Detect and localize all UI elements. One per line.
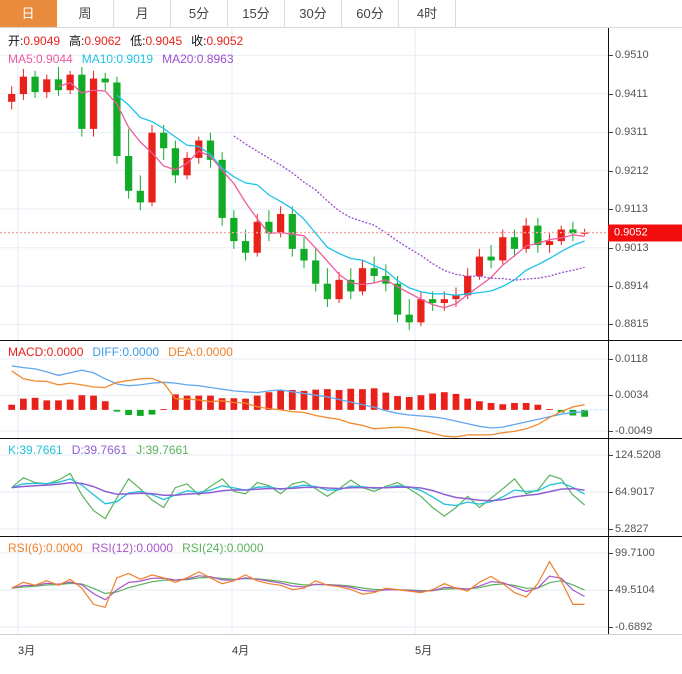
price-panel: 开:0.9049 高:0.9062 低:0.9045 收:0.9052 MA5:0.9…: [0, 28, 682, 340]
axis-label: 0.9013: [615, 241, 649, 254]
axis-tick: [609, 590, 613, 591]
tab-2[interactable]: 月: [114, 0, 171, 27]
axis-label: 0.9510: [615, 49, 649, 62]
price-plot[interactable]: [0, 28, 608, 340]
axis-label: 0.9113: [615, 202, 648, 215]
axis-tick: [609, 132, 613, 134]
tab-5[interactable]: 30分: [285, 0, 342, 27]
timeframe-tabbar[interactable]: 日周月 5分 15分 30分 60分 4时: [0, 0, 682, 28]
axis-label: 0.8815: [615, 318, 649, 331]
axis-label: -0.6892: [615, 621, 653, 633]
axis-tick: [609, 395, 613, 397]
tab-6[interactable]: 60分: [342, 0, 399, 27]
axis-label: 0.9311: [615, 126, 648, 139]
axis-label: 0.0118: [615, 353, 648, 365]
axis-tick: [609, 286, 613, 287]
tab-3[interactable]: 5分: [171, 0, 228, 27]
axis-tick: [609, 55, 613, 57]
tab-active-0[interactable]: 日: [0, 0, 57, 27]
kdj-plot[interactable]: [0, 439, 608, 536]
axis-tick: [609, 324, 613, 326]
axis-tick: [609, 247, 613, 249]
axis-label: 124.5208: [615, 449, 661, 461]
tab-7[interactable]: 4时: [399, 0, 456, 27]
tab-1[interactable]: 周: [57, 0, 114, 27]
price-axis: 0.9510 0.9411 0.9311 0.9212 0.9113 0.9013 0.89…: [608, 28, 682, 340]
axis-tick: [609, 208, 613, 210]
date-tick: 3月: [18, 645, 36, 657]
axis-label: 0.9411: [615, 87, 648, 100]
axis-tick: [609, 529, 613, 530]
axis-label: 99.7100: [615, 547, 655, 559]
rsi-panel: RSI(6):0.0000 RSI(12):0.0000 RSI(24):0.000…: [0, 536, 682, 634]
kdj-panel: K:39.7661 D:39.7661 J:39.7661 124.5208 64.9…: [0, 438, 682, 536]
date-tick: 4月: [232, 645, 250, 657]
axis-label: 49.5104: [615, 584, 655, 596]
axis-label: 5.2827: [615, 523, 649, 535]
rsi-plot[interactable]: [0, 537, 608, 634]
current-price-tag: 0.9052: [608, 224, 682, 242]
axis-tick: [609, 359, 613, 360]
axis-label: 0.9212: [615, 164, 649, 177]
axis-tick: [609, 553, 613, 554]
macd-axis: 0.0118 0.0034 -0.0049: [608, 341, 682, 438]
macd-plot[interactable]: [0, 341, 608, 438]
axis-tick: [609, 455, 613, 456]
macd-panel: MACD:0.0000 DIFF:0.0000 DEA:0.0000 0.0118 0…: [0, 340, 682, 438]
date-tick: 5月: [415, 645, 433, 657]
axis-label: 0.0034: [615, 389, 649, 402]
tab-4[interactable]: 15分: [228, 0, 285, 27]
date-axis: 3月 4月 5月: [0, 634, 682, 664]
tabbar-filler: [456, 0, 682, 27]
axis-tick: [609, 431, 613, 432]
axis-tick: [609, 170, 613, 172]
axis-label: 0.8914: [615, 280, 649, 292]
axis-label: 64.9017: [615, 486, 655, 498]
axis-tick: [609, 93, 613, 95]
axis-label: -0.0049: [615, 425, 653, 437]
kdj-axis: 124.5208 64.9017 5.2827: [608, 439, 682, 536]
rsi-axis: 99.7100 49.5104 -0.6892: [608, 537, 682, 634]
axis-tick: [609, 492, 613, 493]
axis-tick: [609, 627, 613, 628]
